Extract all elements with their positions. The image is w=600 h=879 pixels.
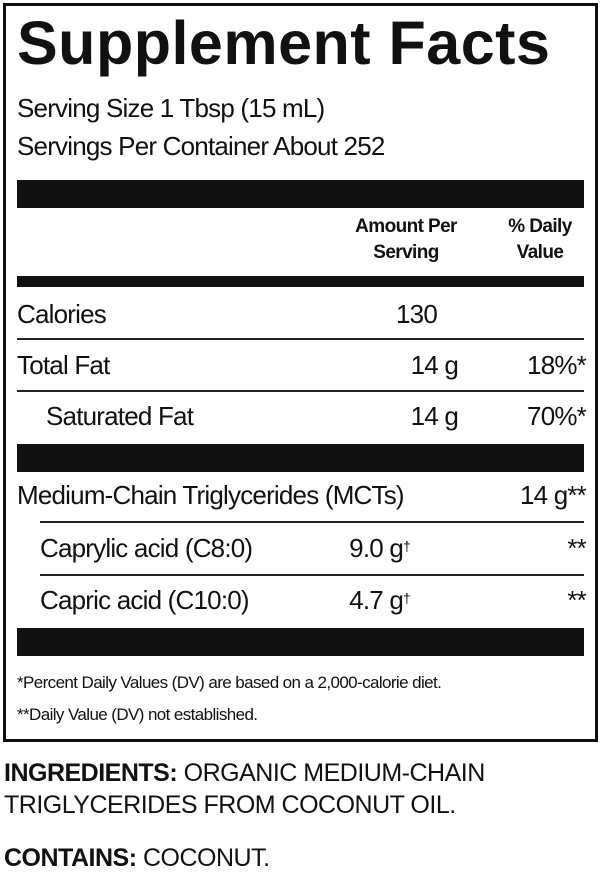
row-divider [40,521,584,523]
contains-label: CONTAINS: [4,844,137,872]
footnote: *Percent Daily Values (DV) are based on … [17,673,442,692]
ingredients-text: ORGANIC MEDIUM-CHAIN [183,759,486,787]
contains: CONTAINS: COCONUT. [4,842,270,874]
divider-bar [17,180,584,208]
row-divider [17,338,584,340]
nutrient-amount: 14 g [410,350,459,380]
serving-size: Serving Size 1 Tbsp (15 mL) [17,93,325,123]
nutrient-dv: ** [567,585,586,615]
amount-value: 4.7 g [349,585,404,615]
amount-value: 9.0 g [349,533,404,563]
nutrient-name: Capric acid (C10:0) [40,585,250,615]
row-divider [40,574,584,576]
divider-bar [17,628,584,656]
servings-per-container: Servings Per Container About 252 [17,131,385,161]
footnote: **Daily Value (DV) not established. [17,705,258,724]
nutrient-amount: 4.7 g† [349,585,411,615]
contains-text: COCONUT. [142,844,270,872]
nutrient-name: Total Fat [17,350,110,380]
nutrient-amount: 130 [396,299,438,329]
supplement-facts-panel [3,3,598,742]
header-text: Amount Per [355,216,457,237]
nutrient-dv: 18%* [527,350,587,380]
nutrient-dv: 14 g** [519,480,587,510]
dagger-mark: † [403,590,411,606]
amount-per-serving-header: Amount Per Serving [340,214,472,266]
ingredients: INGREDIENTS: ORGANIC MEDIUM-CHAIN [4,757,485,789]
row-divider [17,390,584,392]
header-text: Serving [373,242,439,263]
header-text: % Daily [508,216,572,237]
nutrient-name: Medium-Chain Triglycerides (MCTs) [17,480,405,510]
daily-value-header: % Daily Value [490,214,590,266]
ingredients-text: TRIGLYCERIDES FROM COCONUT OIL. [4,791,456,819]
nutrient-name: Caprylic acid (C8:0) [40,533,253,563]
divider-bar [17,276,584,287]
nutrient-amount: 9.0 g† [349,533,411,563]
ingredients-label: INGREDIENTS: [4,759,178,787]
dagger-mark: † [403,538,411,554]
nutrient-name: Saturated Fat [46,401,194,431]
header-text: Value [516,242,564,263]
nutrient-amount: 14 g [410,401,459,431]
nutrient-dv: ** [567,533,586,563]
panel-title: Supplement Facts [17,9,551,77]
nutrient-name: Calories [17,299,107,329]
divider-bar [17,444,584,472]
nutrient-dv: 70%* [527,401,587,431]
